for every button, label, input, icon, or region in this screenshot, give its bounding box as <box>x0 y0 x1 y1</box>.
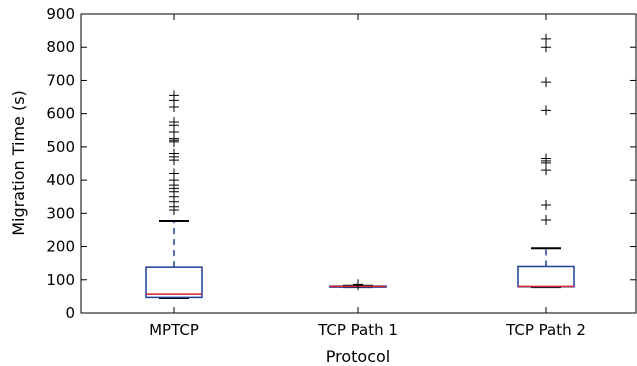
y-tick-label: 0 <box>65 304 75 322</box>
flier-point <box>169 205 179 216</box>
flier-point <box>541 165 551 176</box>
flier-point <box>541 105 551 116</box>
x-axis-title: Protocol <box>326 347 390 366</box>
y-tick-label: 300 <box>46 204 75 222</box>
x-tick-label: MPTCP <box>149 321 199 339</box>
box-group-2 <box>517 33 575 289</box>
box-group-0 <box>145 90 203 300</box>
y-axis-title: Migration Time (s) <box>9 90 28 236</box>
iqr-box <box>517 265 575 288</box>
y-tick-label: 500 <box>46 138 75 156</box>
flier-point <box>353 279 363 290</box>
box-group-1 <box>329 279 387 291</box>
x-tick-label: TCP Path 2 <box>505 321 586 339</box>
x-tick-label: TCP Path 1 <box>317 321 398 339</box>
flier-point <box>541 214 551 225</box>
flier-point <box>541 77 551 88</box>
flier-point <box>541 42 551 53</box>
flier-point <box>169 155 179 166</box>
flier-point <box>541 200 551 211</box>
plot-layer <box>145 33 575 300</box>
flier-point <box>169 102 179 113</box>
y-tick-label: 900 <box>46 5 75 23</box>
iqr-box <box>145 266 203 299</box>
x-axis: MPTCP TCP Path 1 TCP Path 2 <box>149 14 586 339</box>
y-tick-label: 400 <box>46 171 75 189</box>
y-tick-label: 700 <box>46 71 75 89</box>
y-axis: 0 100 200 300 400 500 600 700 800 900 <box>46 5 636 322</box>
flier-point <box>169 136 179 147</box>
y-tick-label: 600 <box>46 105 75 123</box>
y-tick-label: 800 <box>46 38 75 56</box>
y-tick-label: 100 <box>46 271 75 289</box>
y-tick-label: 200 <box>46 238 75 256</box>
